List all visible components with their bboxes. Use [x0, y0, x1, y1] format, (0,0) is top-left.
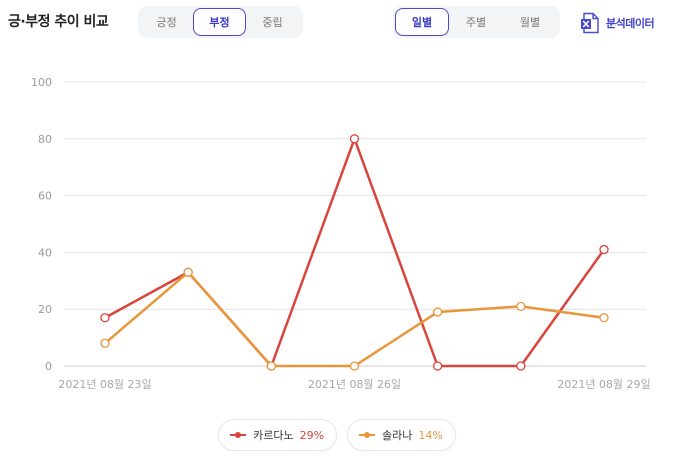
- tab-weekly[interactable]: 주별: [465, 16, 487, 29]
- data-point[interactable]: [433, 307, 443, 317]
- tab-daily[interactable]: 일별: [395, 8, 449, 36]
- series-1: [100, 267, 609, 371]
- y-tick-label: 20: [38, 303, 52, 316]
- legend-percent: 29%: [299, 428, 325, 442]
- excel-file-icon: [581, 12, 599, 34]
- x-tick-label: 2021년 08월 26일: [308, 377, 401, 391]
- legend-line-marker-icon: [230, 432, 247, 438]
- legend-item-solana[interactable]: 솔라나 14%: [347, 419, 456, 451]
- export-data-button[interactable]: 분석데이터: [580, 12, 655, 34]
- chart-grid: [64, 81, 646, 367]
- export-label: 분석데이터: [606, 17, 655, 30]
- period-toggle: 일별 주별 월별: [393, 6, 560, 38]
- x-axis-ticks: 2021년 08월 23일 2021년 08월 26일 2021년 08월 29일: [58, 377, 650, 391]
- y-tick-label: 60: [38, 190, 52, 203]
- y-tick-label: 100: [31, 76, 52, 89]
- legend-item-cardano[interactable]: 카르다노 29%: [218, 419, 338, 451]
- legend-percent: 14%: [418, 428, 443, 442]
- sentiment-toggle: 긍정 부정 중립: [138, 6, 303, 38]
- y-tick-label: 80: [38, 133, 52, 146]
- x-tick-label: 2021년 08월 23일: [58, 377, 151, 391]
- x-tick-label: 2021년 08월 29일: [557, 377, 650, 391]
- data-point[interactable]: [433, 361, 443, 371]
- legend-name: 솔라나: [382, 429, 413, 442]
- data-point[interactable]: [516, 361, 526, 371]
- tab-neutral[interactable]: 중립: [262, 16, 283, 29]
- data-point[interactable]: [100, 313, 110, 323]
- data-point[interactable]: [599, 244, 609, 255]
- tab-negative[interactable]: 부정: [193, 8, 246, 36]
- data-point[interactable]: [599, 313, 609, 323]
- legend-line-marker-icon: [359, 432, 376, 438]
- chart-series: [100, 134, 609, 371]
- page-title: 긍·부정 추이 비교: [8, 14, 109, 30]
- data-point[interactable]: [100, 338, 110, 348]
- chart-legend: 카르다노 29% 솔라나 14%: [0, 419, 674, 451]
- tab-monthly[interactable]: 월별: [519, 16, 541, 29]
- y-tick-label: 0: [45, 360, 52, 373]
- data-point[interactable]: [349, 361, 360, 371]
- legend-name: 카르다노: [253, 429, 294, 442]
- data-point[interactable]: [183, 267, 193, 277]
- y-tick-label: 40: [38, 246, 52, 259]
- series-line: [104, 271, 605, 368]
- tab-positive[interactable]: 긍정: [156, 16, 177, 29]
- data-point[interactable]: [266, 361, 276, 371]
- y-axis-ticks: 0 20 40 60 80 100: [31, 76, 52, 373]
- data-point[interactable]: [516, 301, 526, 312]
- data-point[interactable]: [349, 134, 360, 144]
